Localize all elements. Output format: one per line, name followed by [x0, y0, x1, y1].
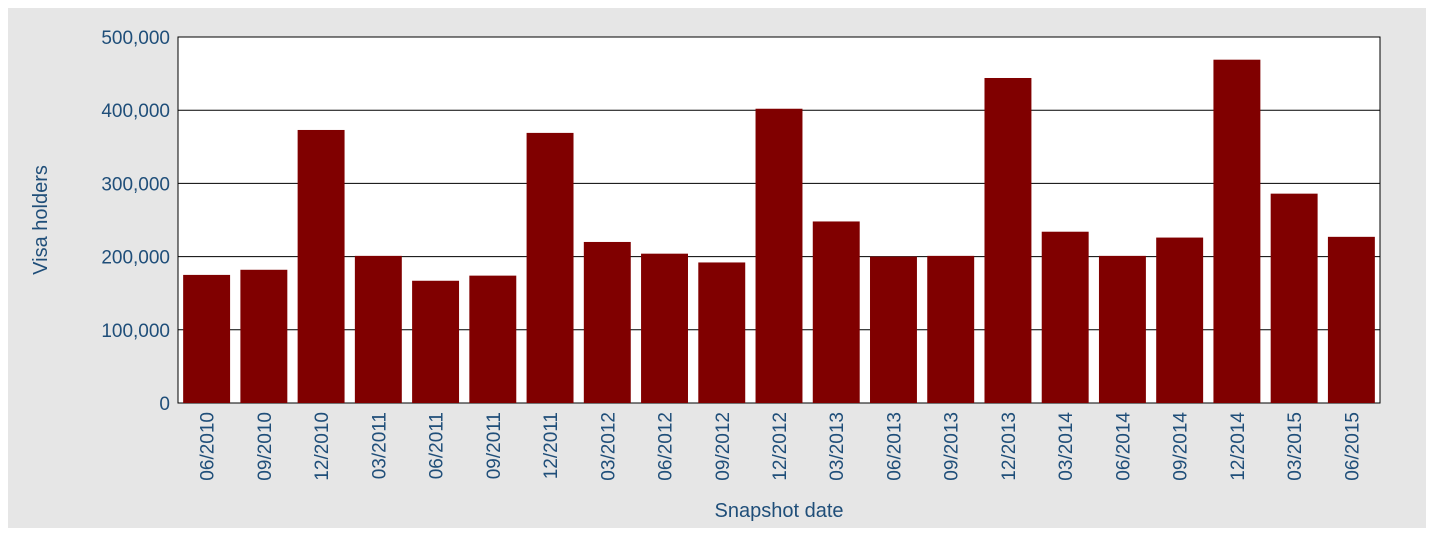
x-tick-label: 03/2011: [369, 412, 390, 479]
bar-12-2011: [526, 132, 574, 403]
bar-03-2011: [354, 255, 402, 403]
x-axis-ticks: 06/2010 09/2010 12/2010 03/2011 06/2011 09/20…: [198, 412, 1364, 481]
x-tick-label: 03/2014: [1056, 412, 1077, 481]
bar-06-2012: [641, 253, 688, 403]
y-tick-label: 400,000: [101, 101, 170, 122]
bar-09-2010: [240, 269, 288, 403]
bar-12-2010: [297, 129, 345, 403]
chart-panel: 0 100,000 200,000 300,000 400,000 500,000 06/…: [8, 8, 1426, 528]
bar-03-2015: [1270, 193, 1318, 403]
bar-09-2013: [927, 255, 975, 403]
x-tick-label: 03/2012: [598, 412, 619, 481]
bar-03-2014: [1041, 231, 1089, 403]
x-axis-title: Snapshot date: [715, 500, 844, 522]
bar-06-2015: [1327, 236, 1375, 403]
bar-03-2012: [583, 241, 631, 403]
bars: [183, 59, 1375, 404]
x-tick-label: 12/2013: [999, 412, 1020, 481]
bar-09-2011: [469, 275, 517, 403]
y-axis-title: Visa holders: [30, 165, 52, 275]
bar-06-2011: [412, 280, 460, 403]
bar-06-2013: [870, 256, 917, 403]
bar-chart: 0 100,000 200,000 300,000 400,000 500,000 06/…: [30, 28, 1381, 522]
bar-09-2014: [1156, 237, 1204, 403]
bar-06-2014: [1098, 255, 1146, 403]
x-tick-label: 03/2013: [827, 412, 848, 481]
x-tick-label: 06/2015: [1342, 412, 1363, 481]
x-tick-label: 09/2012: [713, 412, 734, 481]
x-tick-label: 06/2012: [656, 412, 677, 481]
y-axis-ticks: 0 100,000 200,000 300,000 400,000 500,000: [101, 28, 170, 415]
x-tick-label: 06/2010: [198, 412, 219, 481]
bar-09-2012: [698, 262, 746, 403]
x-tick-label: 03/2015: [1285, 412, 1306, 481]
x-tick-label: 06/2011: [427, 412, 448, 479]
x-tick-label: 12/2012: [770, 412, 791, 481]
bar-12-2013: [984, 77, 1032, 403]
x-tick-label: 12/2010: [312, 412, 333, 481]
x-tick-label: 09/2011: [484, 412, 505, 479]
x-tick-label: 09/2014: [1171, 412, 1192, 481]
bar-06-2010: [183, 274, 231, 403]
x-tick-label: 12/2014: [1228, 412, 1249, 481]
y-tick-label: 0: [159, 394, 170, 415]
x-tick-label: 09/2010: [255, 412, 276, 481]
y-tick-label: 300,000: [101, 174, 170, 195]
x-tick-label: 06/2013: [884, 412, 905, 481]
x-tick-label: 12/2011: [541, 412, 562, 479]
y-tick-label: 100,000: [101, 321, 170, 342]
x-tick-label: 06/2014: [1113, 412, 1134, 481]
y-tick-label: 200,000: [101, 248, 170, 269]
y-tick-label: 500,000: [101, 28, 170, 49]
bar-12-2014: [1213, 59, 1261, 403]
bar-03-2013: [812, 221, 860, 403]
x-tick-label: 09/2013: [942, 412, 963, 481]
bar-12-2012: [755, 108, 803, 404]
